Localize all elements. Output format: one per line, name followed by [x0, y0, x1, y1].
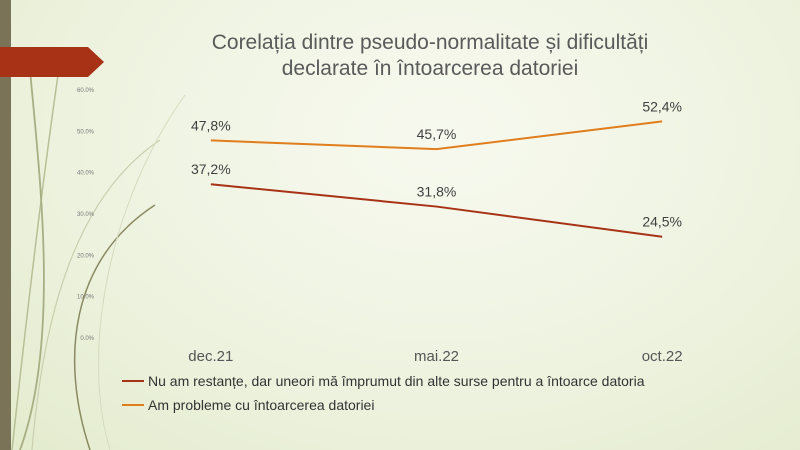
data-label: 37,2% — [191, 161, 231, 177]
legend-swatch-series-1 — [122, 380, 144, 382]
y-tick-label: 40.0% — [77, 171, 95, 177]
data-label: 31,8% — [417, 184, 457, 200]
legend-label-series-2: Am probleme cu întoarcerea datoriei — [148, 397, 375, 413]
chart-title: Corelația dintre pseudo-normalitate și d… — [150, 30, 710, 82]
left-accent-bar — [0, 0, 11, 450]
chart-title-line-1: Corelația dintre pseudo-normalitate și d… — [211, 31, 649, 54]
legend-item-series-2: Am probleme cu întoarcerea datoriei — [122, 395, 762, 415]
legend-item-series-1: Nu am restanțe, dar uneori mă împrumut d… — [122, 371, 762, 391]
data-label: 47,8% — [191, 117, 231, 133]
data-label: 52,4% — [642, 98, 682, 114]
y-tick-label: 50.0% — [77, 129, 95, 135]
legend-label-series-1: Nu am restanțe, dar uneori mă împrumut d… — [148, 373, 645, 389]
legend-swatch-series-2 — [122, 404, 144, 406]
title-arrow-shape — [0, 47, 104, 77]
y-tick-label: 20.0% — [77, 253, 95, 259]
y-tick-label: 0.0% — [80, 336, 94, 342]
x-tick-label: mai.22 — [414, 348, 459, 365]
x-tick-label: oct.22 — [642, 348, 683, 365]
x-tick-label: dec.21 — [188, 348, 233, 365]
data-label: 45,7% — [417, 126, 457, 142]
series-line-2 — [210, 120, 663, 151]
y-tick-label: 10.0% — [77, 295, 95, 301]
series-line-1 — [210, 183, 663, 238]
chart-title-line-2: declarate în întoarcerea datoriei — [281, 57, 579, 80]
y-tick-label: 30.0% — [77, 212, 95, 218]
y-tick-label: 60.0% — [77, 88, 95, 94]
data-label: 24,5% — [642, 214, 682, 230]
